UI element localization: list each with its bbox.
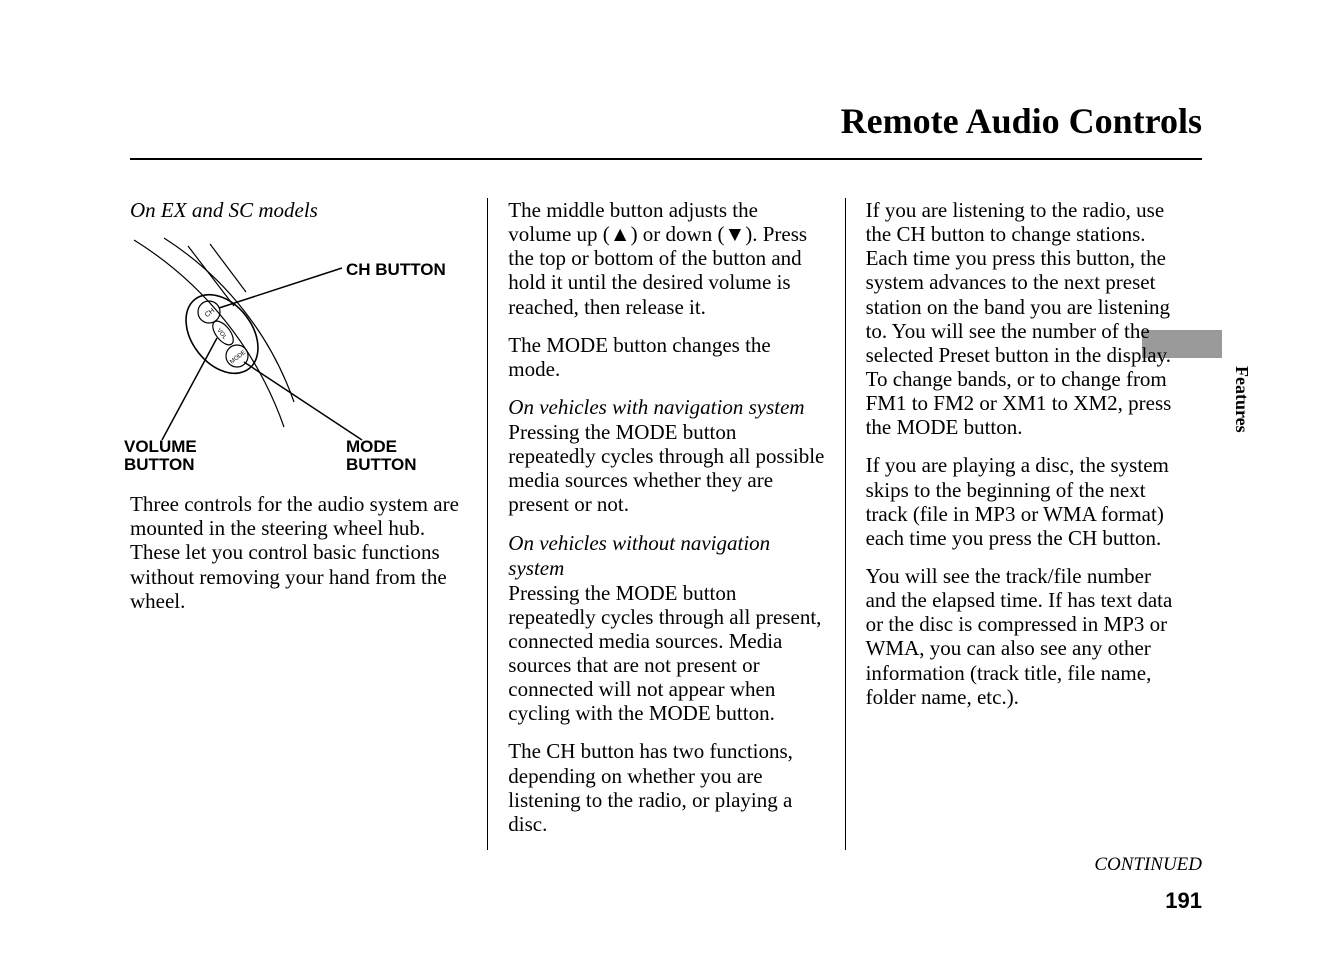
volume-button-label: VOLUMEBUTTON bbox=[124, 438, 197, 474]
steering-wheel-diagram: CH VOL MODE CH BUTTON VOLUMEBUTTON bbox=[124, 232, 454, 472]
col2-p5: The CH button has two functions, dependi… bbox=[508, 739, 824, 836]
col3-p3: You will see the track/file number and t… bbox=[866, 564, 1182, 709]
volume-button-label-text: VOLUMEBUTTON bbox=[124, 437, 197, 474]
side-tab-text: Features bbox=[1222, 366, 1252, 433]
col2-sub1: On vehicles with navigation system bbox=[508, 395, 824, 420]
content-columns: On EX and SC models CH VOL bbox=[130, 198, 1202, 850]
side-tab: Features bbox=[1222, 330, 1252, 460]
column-2: The middle button adjusts the volume up … bbox=[487, 198, 844, 850]
model-note: On EX and SC models bbox=[130, 198, 467, 222]
column-1: On EX and SC models CH VOL bbox=[130, 198, 487, 850]
column-3: If you are listening to the radio, use t… bbox=[845, 198, 1202, 850]
col2-p3: Pressing the MODE button repeatedly cycl… bbox=[508, 420, 824, 517]
title-rule bbox=[130, 158, 1202, 160]
col1-p1: Three controls for the audio system are … bbox=[130, 492, 467, 613]
col2-p1: The middle button adjusts the volume up … bbox=[508, 198, 824, 319]
col2-p2: The MODE button changes the mode. bbox=[508, 333, 824, 381]
svg-text:VOL: VOL bbox=[215, 328, 228, 342]
col3-p2: If you are playing a disc, the system sk… bbox=[866, 453, 1182, 550]
page: Remote Audio Controls Features On EX and… bbox=[0, 0, 1332, 954]
page-title: Remote Audio Controls bbox=[841, 100, 1202, 142]
mode-button-label-text: MODEBUTTON bbox=[346, 437, 417, 474]
continued-label: CONTINUED bbox=[1094, 854, 1202, 876]
page-number: 191 bbox=[1165, 888, 1202, 914]
svg-text:CH: CH bbox=[204, 307, 216, 319]
ch-button-label: CH BUTTON bbox=[346, 260, 446, 280]
col2-p4: Pressing the MODE button repeatedly cycl… bbox=[508, 581, 824, 726]
col2-sub2: On vehicles without navigation system bbox=[508, 531, 824, 581]
mode-button-label: MODEBUTTON bbox=[346, 438, 417, 474]
col3-p1: If you are listening to the radio, use t… bbox=[866, 198, 1182, 439]
